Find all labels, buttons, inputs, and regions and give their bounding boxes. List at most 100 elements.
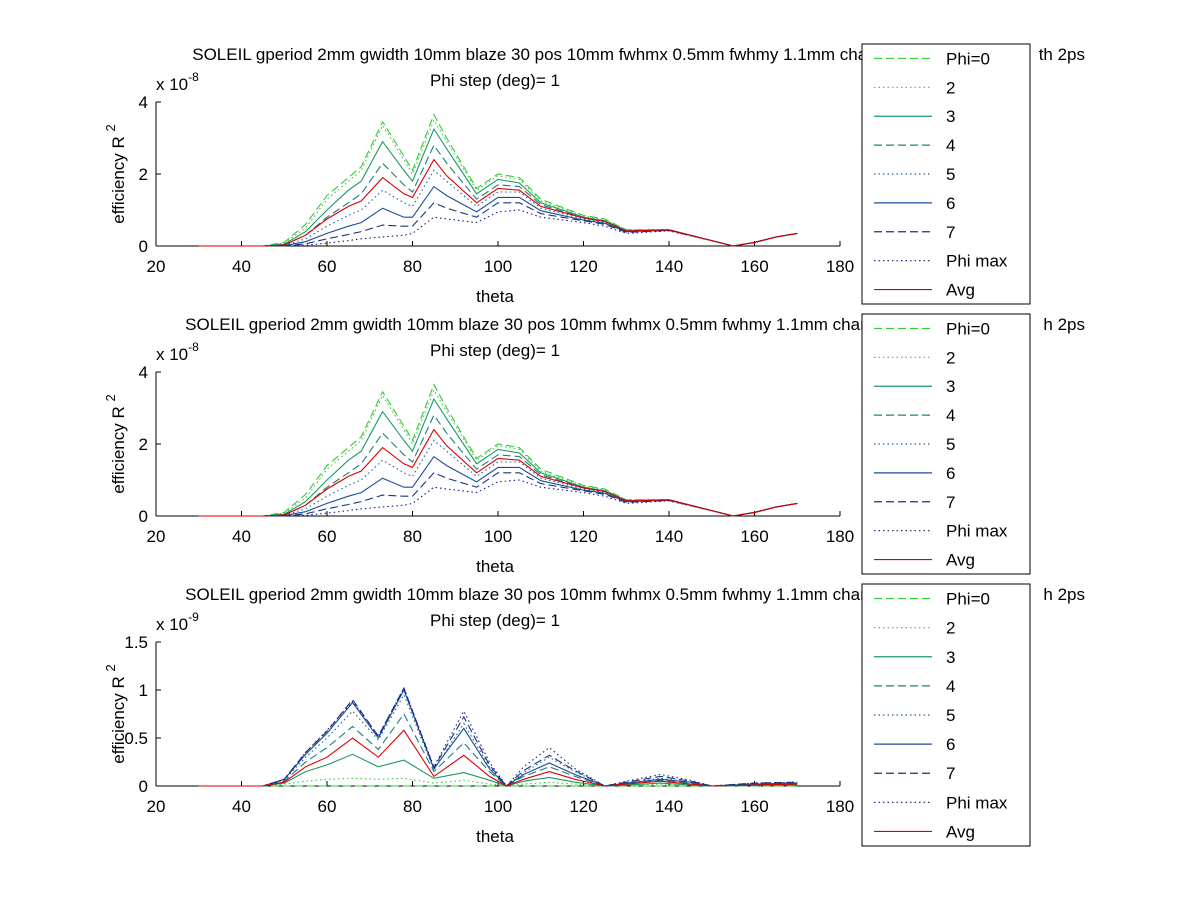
- legend-entry: 5: [946, 706, 955, 725]
- legend-entry: 5: [946, 165, 955, 184]
- series-line-4: [198, 414, 798, 517]
- series-line-2: [198, 118, 798, 247]
- x-tick-label: 120: [569, 527, 597, 546]
- y-tick-label: 4: [139, 93, 148, 112]
- series-line-3: [198, 753, 798, 787]
- x-tick-label: 120: [569, 257, 597, 276]
- x-tick-label: 100: [484, 257, 512, 276]
- legend-box: [861, 313, 1031, 575]
- y-axis-exponent-power: -8: [188, 70, 199, 84]
- y-axis-label-power: 2: [103, 124, 118, 131]
- x-tick-label: 60: [318, 797, 337, 816]
- legend-entry: 4: [946, 136, 955, 155]
- series-line-4: [198, 144, 798, 247]
- y-axis-exponent-power: -8: [188, 340, 199, 354]
- legend-entry: 6: [946, 464, 955, 483]
- series-line-6: [198, 688, 798, 787]
- legend-entry: Phi=0: [946, 590, 990, 609]
- series-line-8: [198, 686, 798, 787]
- x-tick-label: 20: [147, 527, 166, 546]
- legend-entry: 3: [946, 648, 955, 667]
- x-tick-label: 120: [569, 797, 597, 816]
- x-tick-label: 100: [484, 797, 512, 816]
- legend-entry: 7: [946, 223, 955, 242]
- x-axis-label: theta: [476, 287, 514, 306]
- legend-box: [861, 43, 1031, 305]
- chart-title: SOLEIL gperiod 2mm gwidth 10mm blaze 30 …: [185, 315, 899, 334]
- y-tick-label: 0: [139, 237, 148, 256]
- legend-entry: 7: [946, 764, 955, 783]
- y-tick-label: 0: [139, 777, 148, 796]
- x-tick-label: 80: [403, 797, 422, 816]
- legend-entry: 5: [946, 435, 955, 454]
- y-axis-exponent-power: -9: [188, 610, 199, 624]
- chart-title-tail: th 2ps: [1039, 45, 1085, 64]
- y-tick-label: 1.5: [124, 633, 148, 652]
- series-line-6: [198, 185, 798, 247]
- y-tick-label: 2: [139, 435, 148, 454]
- chart-subtitle: Phi step (deg)= 1: [430, 341, 560, 360]
- y-axis-label-power: 2: [103, 394, 118, 401]
- x-tick-label: 20: [147, 257, 166, 276]
- series-line-5: [198, 439, 798, 517]
- legend: Phi=0 2 3 4 5 6 7 Phi max Avg: [861, 43, 1031, 305]
- x-axis-label: theta: [476, 827, 514, 846]
- legend-entry: Avg: [946, 551, 975, 570]
- series-line-8: [198, 209, 798, 247]
- legend-entry: 3: [946, 377, 955, 396]
- y-tick-label: 4: [139, 363, 148, 382]
- x-tick-label: 160: [740, 527, 768, 546]
- x-tick-label: 140: [655, 257, 683, 276]
- series-line-1: [198, 113, 798, 247]
- legend-entry: Avg: [946, 822, 975, 841]
- legend-entry: Avg: [946, 281, 975, 300]
- y-tick-label: 0: [139, 507, 148, 526]
- x-tick-label: 180: [826, 527, 854, 546]
- series-line-8: [198, 479, 798, 517]
- chart-subtitle: Phi step (deg)= 1: [430, 611, 560, 630]
- x-tick-label: 60: [318, 527, 337, 546]
- chart-title: SOLEIL gperiod 2mm gwidth 10mm blaze 30 …: [192, 45, 891, 64]
- y-tick-label: 2: [139, 165, 148, 184]
- x-tick-label: 140: [655, 527, 683, 546]
- series-line-4: [198, 712, 798, 787]
- chart-panel-2: SOLEIL gperiod 2mm gwidth 10mm blaze 30 …: [103, 313, 1085, 576]
- series-line-9: [198, 428, 798, 517]
- x-tick-label: 40: [232, 797, 251, 816]
- x-tick-label: 20: [147, 797, 166, 816]
- legend-box: [861, 583, 1031, 847]
- legend-entry: Phi=0: [946, 49, 990, 68]
- series-line-9: [198, 729, 798, 787]
- legend-entry: 2: [946, 619, 955, 638]
- x-tick-label: 60: [318, 257, 337, 276]
- x-tick-label: 160: [740, 257, 768, 276]
- y-axis-label: efficiency R 2: [103, 394, 128, 494]
- legend-entry: Phi=0: [946, 319, 990, 338]
- series-line-7: [198, 686, 798, 787]
- chart-subtitle: Phi step (deg)= 1: [430, 71, 560, 90]
- chart-title-tail: h 2ps: [1043, 585, 1085, 604]
- chart-title: SOLEIL gperiod 2mm gwidth 10mm blaze 30 …: [185, 585, 899, 604]
- x-tick-label: 40: [232, 527, 251, 546]
- x-tick-label: 180: [826, 797, 854, 816]
- series-line-7: [198, 472, 798, 517]
- y-axis-label: efficiency R 2: [103, 124, 128, 224]
- series-line-7: [198, 202, 798, 247]
- x-tick-label: 160: [740, 797, 768, 816]
- y-axis-exponent: x 10-9: [156, 610, 199, 634]
- x-tick-label: 140: [655, 797, 683, 816]
- x-tick-label: 40: [232, 257, 251, 276]
- legend-entry: Phi max: [946, 252, 1008, 271]
- series-line-5: [198, 693, 798, 787]
- y-axis-label-power: 2: [103, 664, 118, 671]
- y-tick-label: 0.5: [124, 729, 148, 748]
- series-line-9: [198, 158, 798, 247]
- chart-panel-1: SOLEIL gperiod 2mm gwidth 10mm blaze 30 …: [103, 43, 1085, 306]
- chart-title-tail: h 2ps: [1043, 315, 1085, 334]
- series-line-1: [198, 383, 798, 517]
- y-axis-exponent: x 10-8: [156, 70, 199, 94]
- legend: Phi=0 2 3 4 5 6 7 Phi max Avg: [861, 313, 1031, 575]
- legend-entry: 4: [946, 406, 955, 425]
- x-tick-label: 80: [403, 527, 422, 546]
